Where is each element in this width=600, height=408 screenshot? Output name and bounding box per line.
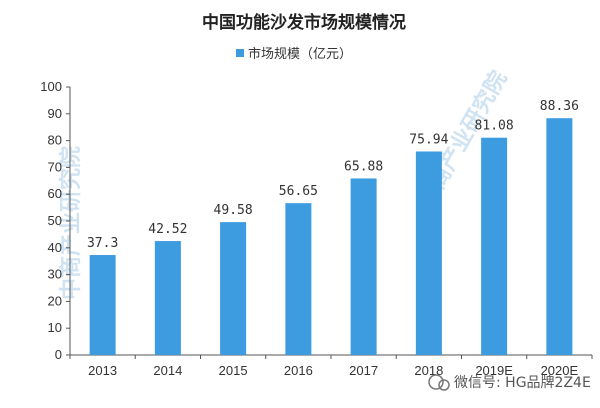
x-tick-label: 2014 bbox=[153, 363, 182, 378]
y-tick-label: 50 bbox=[48, 213, 62, 228]
bar-2013 bbox=[89, 255, 116, 355]
x-tick-label: 2013 bbox=[88, 363, 117, 378]
y-tick-label: 80 bbox=[48, 133, 62, 148]
y-tick-label: 100 bbox=[40, 79, 62, 94]
bar-2018 bbox=[415, 151, 442, 355]
watermark-text: 中商产业研究院 bbox=[58, 146, 84, 300]
data-label-2020E: 88.36 bbox=[540, 99, 579, 114]
data-label-2017: 65.88 bbox=[344, 159, 383, 174]
y-tick-label: 10 bbox=[48, 320, 62, 335]
bar-2019E bbox=[481, 137, 508, 355]
legend-swatch bbox=[236, 49, 244, 57]
y-tick-label: 30 bbox=[48, 267, 62, 282]
bar-2016 bbox=[285, 203, 312, 355]
data-label-2015: 49.58 bbox=[214, 203, 253, 218]
legend: 市场规模（亿元） bbox=[236, 46, 352, 62]
y-tick-label: 20 bbox=[48, 293, 62, 308]
wechat-icon bbox=[428, 374, 444, 390]
x-tick-label: 2019E bbox=[475, 363, 513, 378]
data-label-2013: 37.3 bbox=[87, 236, 118, 251]
bar-2017 bbox=[350, 178, 377, 355]
wechat-icon bbox=[438, 379, 450, 391]
x-tick-label: 2018 bbox=[414, 363, 443, 378]
chart-title: 中国功能沙发市场规模情况 bbox=[202, 12, 406, 33]
wechat-footer: 微信号: HG品牌2Z4E bbox=[428, 374, 591, 391]
bar-2014 bbox=[154, 241, 181, 355]
y-tick-label: 60 bbox=[48, 186, 62, 201]
y-tick-label: 90 bbox=[48, 106, 62, 121]
legend-label: 市场规模（亿元） bbox=[248, 46, 352, 62]
data-label-2014: 42.52 bbox=[148, 222, 187, 237]
x-tick-label: 2016 bbox=[284, 363, 313, 378]
x-tick-label: 2015 bbox=[219, 363, 248, 378]
axes: 0 10 20 30 40 50 60 70 80 90 100 2013 2014 2015 2016 20… bbox=[40, 79, 593, 378]
data-label-2019E: 81.08 bbox=[475, 119, 514, 134]
bars bbox=[89, 118, 573, 356]
x-tick-label: 2017 bbox=[349, 363, 378, 378]
data-labels: 37.3 42.52 49.58 56.65 65.88 75.94 81.08 88.36 bbox=[87, 99, 579, 251]
bar-2015 bbox=[220, 222, 247, 355]
y-tick-label: 0 bbox=[55, 347, 62, 362]
bar-2020E bbox=[546, 118, 573, 356]
data-label-2016: 56.65 bbox=[279, 184, 318, 199]
wechat-label: 微信号: HG品牌2Z4E bbox=[454, 374, 591, 391]
x-tick-label: 2020E bbox=[541, 363, 579, 378]
y-tick-label: 40 bbox=[48, 240, 62, 255]
y-tick-label: 70 bbox=[48, 159, 62, 174]
data-label-2018: 75.94 bbox=[409, 132, 448, 147]
